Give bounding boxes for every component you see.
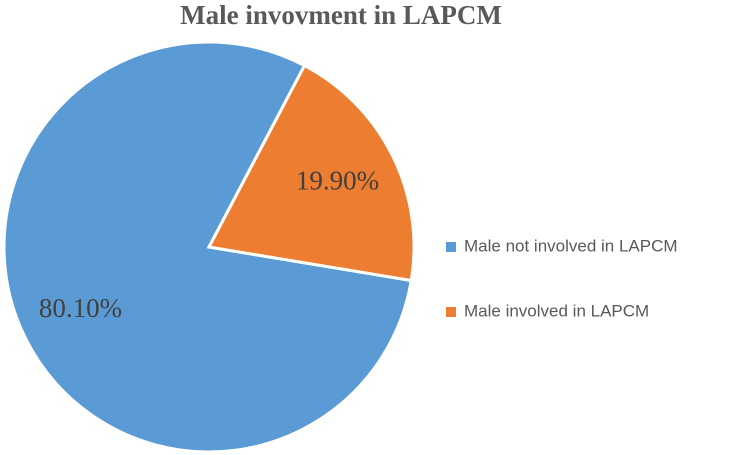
legend-label: Male involved in LAPCM	[464, 301, 649, 320]
data-label: 19.90%	[296, 165, 379, 195]
chart-title: Male invovment in LAPCM	[180, 0, 502, 30]
data-label: 80.10%	[39, 293, 122, 323]
legend-swatch	[446, 307, 456, 317]
legend-label: Male not involved in LAPCM	[464, 236, 678, 255]
legend-swatch	[446, 242, 456, 252]
pie-slice	[206, 63, 416, 283]
